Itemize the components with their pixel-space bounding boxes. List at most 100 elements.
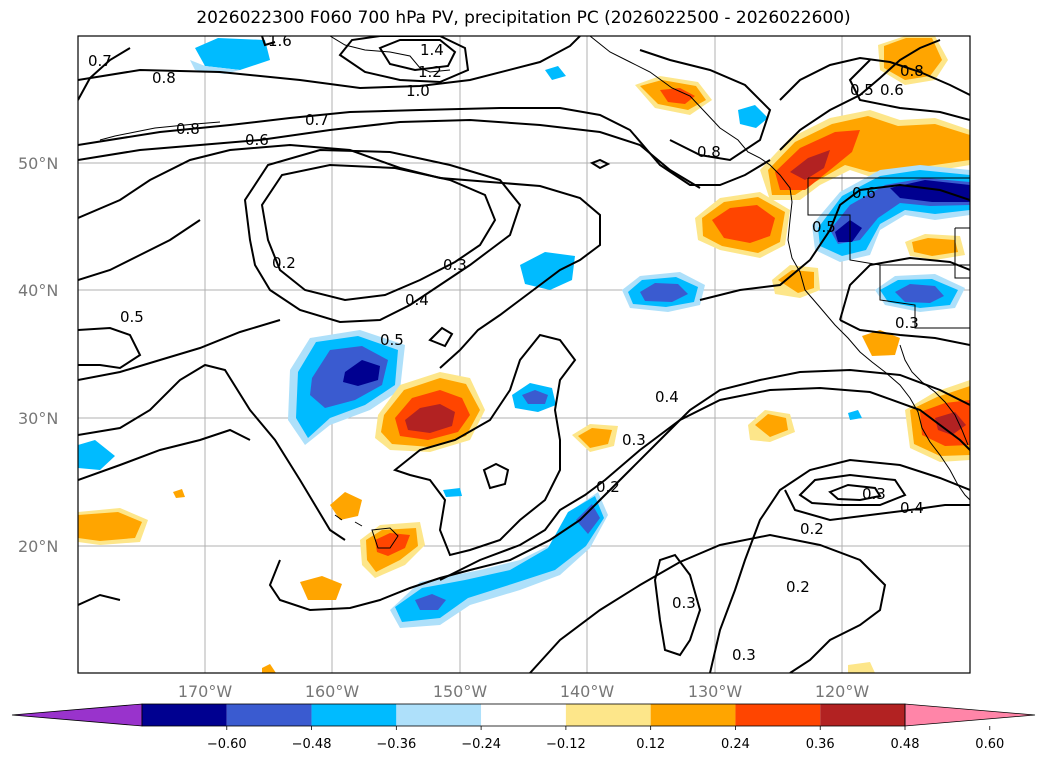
pv-contour xyxy=(779,39,941,151)
aleutian-islands xyxy=(99,121,221,141)
contour-label: 0.4 xyxy=(900,499,924,517)
pv-contour-closed xyxy=(428,326,454,348)
pv-contour xyxy=(78,118,701,189)
precip-negative-patch xyxy=(738,105,768,128)
precip-negative-patch xyxy=(195,38,270,70)
pv-contour xyxy=(78,319,281,381)
pv-contour xyxy=(78,36,581,90)
lat-label: 40°N xyxy=(18,281,58,300)
colorbar-segment xyxy=(396,704,482,726)
colorbar-tick-label: −0.24 xyxy=(461,737,501,752)
contour-label: 0.5 xyxy=(380,331,404,349)
colorbar-outline xyxy=(141,703,906,727)
contour-label: 0.2 xyxy=(786,578,810,596)
colorbar-segment xyxy=(650,704,736,726)
pv-contour xyxy=(848,59,970,121)
hawaii-islands xyxy=(334,514,399,549)
contour-label: 0.6 xyxy=(880,81,904,99)
pv-contour-closed xyxy=(243,148,522,324)
contour-label: 0.7 xyxy=(88,52,112,70)
colorbar-tick-label: 0.12 xyxy=(636,737,665,752)
lon-label: 170°W xyxy=(178,682,233,701)
contour-label: 1.2 xyxy=(418,63,442,81)
precip-positive-patch xyxy=(848,662,875,673)
precip-positive-patch xyxy=(173,489,185,498)
precip-positive-patch xyxy=(78,512,142,541)
precip-positive-patch xyxy=(712,205,775,243)
pv-contour xyxy=(261,36,276,47)
contour-label: 0.8 xyxy=(176,120,200,138)
contour-labels: 1.6 1.4 1.2 1.0 0.8 0.8 0.7 0.7 0.6 0.8 … xyxy=(88,36,924,664)
pv-contour xyxy=(78,326,142,370)
contour-label: 0.6 xyxy=(245,131,269,149)
precip-negative-patch xyxy=(895,284,944,303)
north-america-coastline xyxy=(589,36,970,501)
pv-contour xyxy=(839,256,970,321)
precip-positive-patch xyxy=(912,238,958,256)
latitude-labels: 50°N 40°N 30°N 20°N xyxy=(18,154,58,556)
pv-contour-closed xyxy=(798,473,907,506)
contour-label: 0.7 xyxy=(305,111,329,129)
contour-label: 0.8 xyxy=(152,69,176,87)
pv-contour xyxy=(78,107,771,186)
baja-coastline xyxy=(899,344,969,446)
contour-label: 0.3 xyxy=(732,646,756,664)
precip-negative-patch xyxy=(522,390,548,404)
precip-negative-patch xyxy=(190,60,240,74)
colorbar-tick-label: −0.60 xyxy=(207,737,247,752)
precip-positive-patch xyxy=(578,428,612,448)
colorbar-segment xyxy=(735,704,821,726)
precip-negative-patch xyxy=(443,488,462,497)
precip-positive-patch xyxy=(755,414,788,437)
longitude-labels: 170°W 160°W 150°W 140°W 130°W 120°W xyxy=(178,682,870,701)
precip-positive-patch xyxy=(790,150,830,180)
pv-contour xyxy=(784,489,970,522)
lon-label: 120°W xyxy=(815,682,870,701)
pv-contour xyxy=(78,143,601,369)
precip-positive-patch xyxy=(935,412,966,435)
pv-contour-closed xyxy=(378,39,457,72)
precip-negative-patch xyxy=(640,283,688,302)
colorbar-tick-label: −0.36 xyxy=(376,737,416,752)
contour-label: 0.2 xyxy=(800,520,824,538)
state-borders xyxy=(807,178,970,329)
pv-contour-closed xyxy=(260,163,497,302)
pv-contour-closed xyxy=(338,36,470,84)
map-border xyxy=(77,35,971,674)
colorbar-segment xyxy=(565,704,651,726)
contour-label: 0.2 xyxy=(272,254,296,272)
pv-contour-closed xyxy=(482,462,510,490)
contour-label: 0.6 xyxy=(852,184,876,202)
contour-label: 0.4 xyxy=(405,291,429,309)
precip-positive-patch xyxy=(660,88,695,104)
colorbar-segment xyxy=(311,704,397,726)
precip-negative-patch xyxy=(343,360,380,386)
precip-negative-patch xyxy=(576,504,600,534)
colorbar-tick-label: 0.36 xyxy=(806,737,835,752)
contour-label: 0.3 xyxy=(443,256,467,274)
contour-label: 0.8 xyxy=(900,62,924,80)
lat-label: 50°N xyxy=(18,154,58,173)
contour-label: 0.4 xyxy=(655,388,679,406)
pv-contour xyxy=(529,533,887,673)
colorbar-segment xyxy=(820,704,905,726)
lon-label: 160°W xyxy=(305,682,360,701)
precip-negative-patch xyxy=(835,220,862,242)
precip-negative-patch xyxy=(545,66,566,80)
colorbar-tick-label: 0.48 xyxy=(891,737,920,752)
precip-negative-patch xyxy=(848,410,862,420)
precip-positive-patch xyxy=(330,492,362,520)
pv-contour xyxy=(839,319,970,346)
colorbar-segment xyxy=(226,704,312,726)
contour-label: 0.5 xyxy=(850,81,874,99)
lon-label: 140°W xyxy=(560,682,615,701)
precip-negative-patch xyxy=(415,594,446,610)
contour-label: 0.5 xyxy=(812,218,836,236)
contour-label: 0.3 xyxy=(895,314,919,332)
colorbar-tick-label: −0.48 xyxy=(292,737,332,752)
contour-label: 0.3 xyxy=(672,594,696,612)
pv-contour-closed xyxy=(589,158,611,170)
pv-contour xyxy=(699,183,970,301)
map-title: 2026022300 F060 700 hPa PV, precipitatio… xyxy=(196,8,851,28)
